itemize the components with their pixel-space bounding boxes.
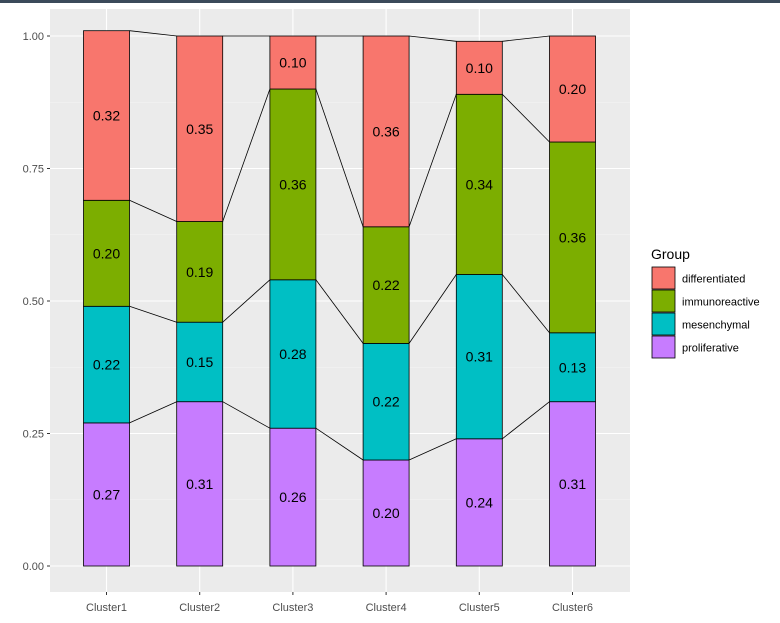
connecting-line <box>222 279 271 323</box>
legend-key-immunoreactive <box>651 289 676 313</box>
legend-key-mesenchymal <box>651 312 676 336</box>
legend-key-differentiated <box>651 266 676 290</box>
bar-label: 0.24 <box>466 494 493 510</box>
bar-label: 0.36 <box>372 123 399 139</box>
bar-segment-immunoreactive <box>362 226 410 344</box>
legend-title: Group <box>651 246 690 262</box>
bar-label: 0.20 <box>559 81 586 97</box>
bar-label: 0.22 <box>372 394 399 410</box>
bar-label: 0.13 <box>559 359 586 375</box>
x-tick-label: Cluster2 <box>179 602 220 614</box>
bar-segment-differentiated <box>362 35 410 228</box>
bar-segment-proliferative <box>269 427 317 567</box>
bar-segment-differentiated <box>176 35 224 222</box>
bar-label: 0.31 <box>559 476 586 492</box>
legend-label-differentiated: differentiated <box>682 274 745 286</box>
x-tick-label: Cluster5 <box>459 602 500 614</box>
bar-segment-proliferative <box>455 438 503 567</box>
bar-segment-immunoreactive <box>83 199 130 307</box>
legend-key-proliferative <box>651 335 676 359</box>
bars <box>83 30 596 567</box>
bar-segment-immunoreactive <box>549 141 596 334</box>
bar-label: 0.20 <box>93 245 120 261</box>
connecting-line <box>129 199 177 222</box>
bar-label: 0.10 <box>466 60 493 76</box>
connecting-line <box>222 88 271 222</box>
connecting-line <box>502 94 550 143</box>
y-tick-label: 1.00 <box>23 31 44 43</box>
connecting-line <box>408 274 457 344</box>
bar-label: 0.19 <box>186 264 213 280</box>
y-tick-label: 0.50 <box>23 296 44 308</box>
x-tick-label: Cluster1 <box>86 602 127 614</box>
bar-labels: 0.27 0.22 0.20 0.32 0.31 0.15 0.19 0.35 0.26 0.28… <box>93 55 586 522</box>
y-tick-label: 0.75 <box>23 164 44 176</box>
connecting-line <box>315 427 364 461</box>
bar-label: 0.31 <box>186 476 213 492</box>
bar-label: 0.36 <box>279 176 306 192</box>
bar-label: 0.15 <box>186 354 213 370</box>
legend-label-immunoreactive: immunoreactive <box>682 297 760 309</box>
bar-segment-proliferative <box>362 459 410 567</box>
connecting-line <box>315 279 364 344</box>
connecting-line <box>502 35 550 42</box>
bar-segment-mesenchymal <box>455 274 503 440</box>
bar-label: 0.27 <box>93 486 120 502</box>
bar-label: 0.20 <box>372 505 399 521</box>
bar-segment-immunoreactive <box>269 88 317 281</box>
bar-label: 0.34 <box>466 176 493 192</box>
bar-segment-mesenchymal <box>176 321 224 403</box>
bar-label: 0.28 <box>279 346 306 362</box>
connecting-line <box>408 94 457 227</box>
legend-label-proliferative: proliferative <box>682 343 739 355</box>
connecting-lines <box>129 30 550 461</box>
bar-label: 0.22 <box>93 357 120 373</box>
bar-segment-differentiated <box>83 30 130 201</box>
y-tick-label: 0.00 <box>23 561 44 573</box>
bar-segment-proliferative <box>549 401 596 567</box>
bar-label: 0.36 <box>559 229 586 245</box>
x-axis: Cluster1 Cluster2 Cluster3 Cluster4 Cluster5… <box>86 592 593 614</box>
bar-label: 0.35 <box>186 121 213 137</box>
bar-label: 0.32 <box>93 108 120 124</box>
connecting-line <box>315 88 364 227</box>
connecting-line <box>409 35 457 42</box>
connecting-line <box>129 401 177 424</box>
y-axis: 0.00 0.25 0.50 0.75 1.00 <box>23 31 50 573</box>
bar-label: 0.22 <box>372 277 399 293</box>
bar-label: 0.26 <box>279 489 306 505</box>
bar-label: 0.10 <box>279 55 306 71</box>
bar-segment-immunoreactive <box>455 93 503 275</box>
x-tick-label: Cluster6 <box>552 602 593 614</box>
legend-label-mesenchymal: mesenchymal <box>682 320 750 332</box>
bar-segment-differentiated <box>455 40 503 95</box>
x-tick-label: Cluster3 <box>272 602 313 614</box>
window-top-border <box>0 0 780 3</box>
connecting-line <box>502 401 550 440</box>
bar-segment-mesenchymal <box>269 279 317 429</box>
bar-segment-differentiated <box>549 35 596 143</box>
bar-segment-proliferative <box>83 422 130 567</box>
bar-segment-mesenchymal <box>362 342 410 461</box>
bar-segment-mesenchymal <box>549 332 596 403</box>
connecting-line <box>222 401 271 429</box>
bar-segment-mesenchymal <box>83 305 130 424</box>
connecting-line <box>408 438 457 461</box>
y-tick-label: 0.25 <box>23 429 44 441</box>
connecting-line <box>129 30 177 37</box>
connecting-line <box>129 305 177 323</box>
bar-segment-differentiated <box>269 35 317 90</box>
bar-label: 0.31 <box>466 349 493 365</box>
x-tick-label: Cluster4 <box>366 602 407 614</box>
legend: Group differentiated immunoreactive mesenc… <box>651 246 760 359</box>
bar-segment-proliferative <box>176 401 224 567</box>
bar-segment-immunoreactive <box>176 221 224 323</box>
connecting-line <box>501 274 550 334</box>
